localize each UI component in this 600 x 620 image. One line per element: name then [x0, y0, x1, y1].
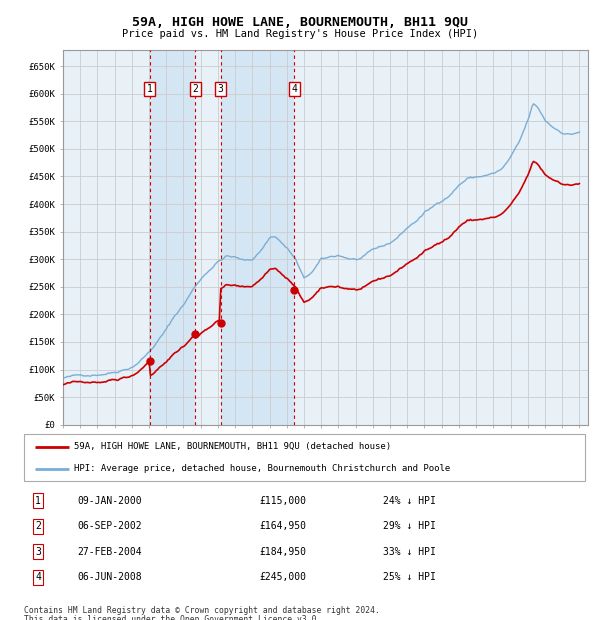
Text: Contains HM Land Registry data © Crown copyright and database right 2024.: Contains HM Land Registry data © Crown c…: [24, 606, 380, 616]
Text: 1: 1: [35, 495, 41, 506]
Text: This data is licensed under the Open Government Licence v3.0.: This data is licensed under the Open Gov…: [24, 615, 322, 620]
Text: Price paid vs. HM Land Registry's House Price Index (HPI): Price paid vs. HM Land Registry's House …: [122, 29, 478, 39]
Text: 3: 3: [218, 84, 224, 94]
Text: 2: 2: [35, 521, 41, 531]
Text: 24% ↓ HPI: 24% ↓ HPI: [383, 495, 436, 506]
Text: £184,950: £184,950: [260, 547, 307, 557]
Text: 4: 4: [291, 84, 297, 94]
Text: 59A, HIGH HOWE LANE, BOURNEMOUTH, BH11 9QU: 59A, HIGH HOWE LANE, BOURNEMOUTH, BH11 9…: [132, 16, 468, 29]
Text: 3: 3: [35, 547, 41, 557]
FancyBboxPatch shape: [24, 434, 585, 481]
Text: 29% ↓ HPI: 29% ↓ HPI: [383, 521, 436, 531]
Text: 33% ↓ HPI: 33% ↓ HPI: [383, 547, 436, 557]
Text: 4: 4: [35, 572, 41, 582]
Text: 27-FEB-2004: 27-FEB-2004: [77, 547, 142, 557]
Text: £115,000: £115,000: [260, 495, 307, 506]
Text: 06-SEP-2002: 06-SEP-2002: [77, 521, 142, 531]
Bar: [149, 50, 195, 425]
Text: 06-JUN-2008: 06-JUN-2008: [77, 572, 142, 582]
Bar: [221, 50, 294, 425]
Text: 2: 2: [192, 84, 198, 94]
Text: 1: 1: [146, 84, 152, 94]
Text: 25% ↓ HPI: 25% ↓ HPI: [383, 572, 436, 582]
Text: £164,950: £164,950: [260, 521, 307, 531]
Text: £245,000: £245,000: [260, 572, 307, 582]
Text: 09-JAN-2000: 09-JAN-2000: [77, 495, 142, 506]
Text: HPI: Average price, detached house, Bournemouth Christchurch and Poole: HPI: Average price, detached house, Bour…: [74, 464, 451, 474]
Text: 59A, HIGH HOWE LANE, BOURNEMOUTH, BH11 9QU (detached house): 59A, HIGH HOWE LANE, BOURNEMOUTH, BH11 9…: [74, 442, 392, 451]
